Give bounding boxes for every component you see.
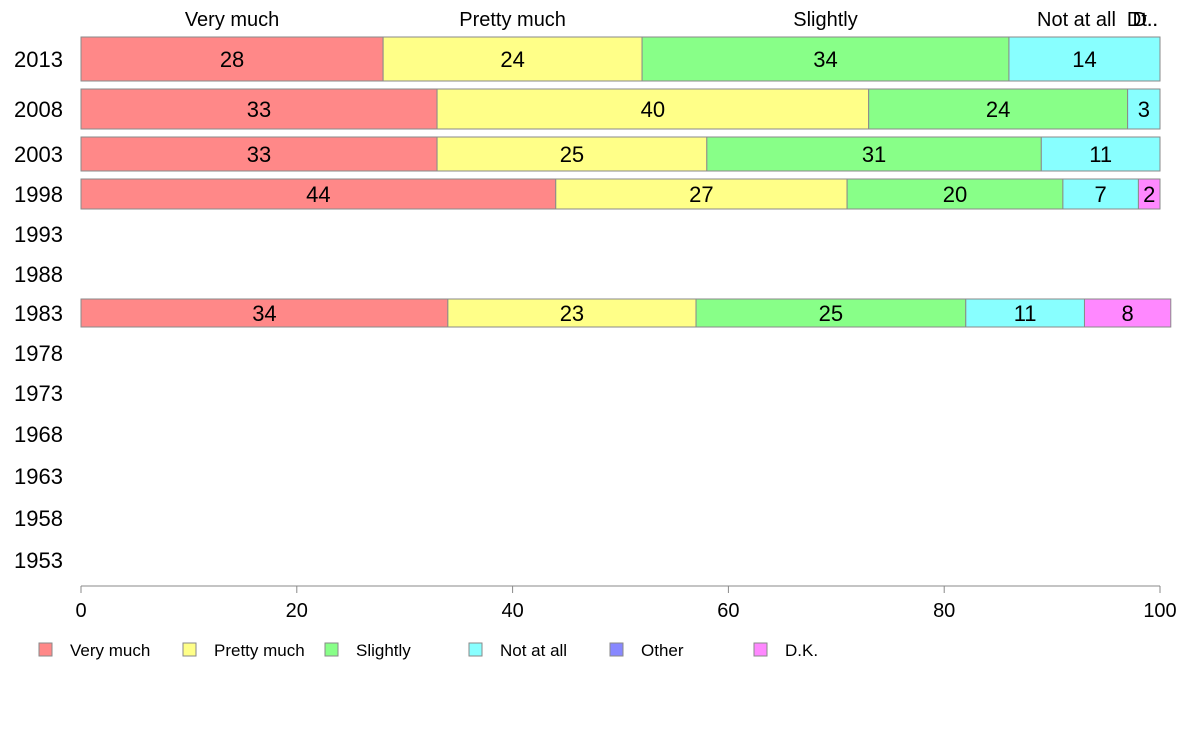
bar-segment-2008-pretty-much (436, 88, 870, 130)
data-label-2013-1: 24 (500, 47, 524, 72)
bar-segment-2003-very-much (80, 136, 438, 172)
bar-segment-2003-not-at-all (1040, 136, 1161, 172)
data-label-2013-3: 14 (1072, 47, 1096, 72)
x-tick-label-0: 0 (75, 600, 86, 622)
bar-segment-2013-very-much (80, 36, 384, 82)
x-tick-label-20: 20 (286, 600, 308, 622)
year-label-1973: 1973 (14, 381, 63, 406)
x-tick-label-60: 60 (717, 600, 739, 622)
bar-segment-2013-not-at-all (1008, 36, 1161, 82)
top-label-dk: D.. (1132, 9, 1158, 31)
data-label-2003-0: 33 (247, 142, 271, 167)
bar-segment-2008-not-at-all (1127, 88, 1161, 130)
bar-segment-2008-very-much (80, 88, 438, 130)
bar-segment-1983-pretty-much (447, 298, 697, 328)
data-label-1998-2: 20 (943, 182, 967, 207)
bar-segment-1998-pretty-much (555, 178, 848, 210)
legend-label-not-at-all: Not at all (500, 641, 567, 660)
year-label-1983: 1983 (14, 301, 63, 326)
data-label-1983-3: 11 (1014, 301, 1037, 326)
data-label-2008-0: 33 (247, 97, 271, 122)
bar-segment-1983-slightly (695, 298, 967, 328)
bar-segment-1983-very-much (80, 298, 449, 328)
year-label-1968: 1968 (14, 422, 63, 447)
data-label-1983-1: 23 (560, 301, 584, 326)
legend-label-other: Other (641, 641, 684, 660)
legend-swatch-other (609, 642, 624, 657)
data-label-2003-3: 11 (1089, 142, 1112, 167)
legend-label-very-much: Very much (70, 641, 150, 660)
year-label-1993: 1993 (14, 222, 63, 247)
x-tick-label-80: 80 (933, 600, 955, 622)
data-label-2008-3: 3 (1138, 97, 1150, 122)
data-label-2003-2: 31 (862, 142, 886, 167)
year-label-1963: 1963 (14, 464, 63, 489)
data-label-2003-1: 25 (560, 142, 584, 167)
data-label-1998-5: 2 (1143, 182, 1155, 207)
legend-swatch-not-at-all (468, 642, 483, 657)
bar-segment-2013-pretty-much (382, 36, 643, 82)
year-label-1953: 1953 (14, 548, 63, 573)
year-label-2013: 2013 (14, 47, 63, 72)
data-label-1983-2: 25 (819, 301, 843, 326)
year-label-2003: 2003 (14, 142, 63, 167)
top-label-very-much: Very much (185, 9, 279, 31)
data-label-1998-0: 44 (306, 182, 330, 207)
data-label-2013-2: 34 (813, 47, 837, 72)
bar-segment-1998-not-at-all (1062, 178, 1139, 210)
top-label-other: Dt.. (1127, 9, 1158, 31)
year-label-1958: 1958 (14, 506, 63, 531)
top-label-not-at-all: Not at all (1037, 9, 1116, 31)
legend-swatch-d-k- (753, 642, 768, 657)
legend-swatch-very-much (38, 642, 53, 657)
bar-segment-2003-pretty-much (436, 136, 708, 172)
data-label-2008-1: 40 (641, 97, 665, 122)
x-tick-label-100: 100 (1143, 600, 1176, 622)
bar-segment-2013-slightly (641, 36, 1010, 82)
top-label-slightly: Slightly (793, 9, 857, 31)
year-label-1998: 1998 (14, 182, 63, 207)
year-label-2008: 2008 (14, 97, 63, 122)
legend-swatch-pretty-much (182, 642, 197, 657)
x-tick-label-40: 40 (501, 600, 523, 622)
data-label-1983-5: 8 (1122, 301, 1134, 326)
bar-segment-1983-d-k- (1083, 298, 1172, 328)
year-label-1988: 1988 (14, 262, 63, 287)
legend-label-pretty-much: Pretty much (214, 641, 305, 660)
bar-segment-2008-slightly (868, 88, 1129, 130)
year-label-1978: 1978 (14, 341, 63, 366)
bar-segment-1998-d-k- (1137, 178, 1161, 210)
data-label-2013-0: 28 (220, 47, 244, 72)
legend-swatch-slightly (324, 642, 339, 657)
data-label-2008-2: 24 (986, 97, 1010, 122)
legend-label-d-k-: D.K. (785, 641, 818, 660)
top-label-pretty-much: Pretty much (459, 9, 566, 31)
data-label-1998-3: 7 (1095, 182, 1107, 207)
legend-label-slightly: Slightly (356, 641, 411, 660)
data-label-1983-0: 34 (252, 301, 276, 326)
bar-segment-1998-very-much (80, 178, 557, 210)
data-label-1998-1: 27 (689, 182, 713, 207)
